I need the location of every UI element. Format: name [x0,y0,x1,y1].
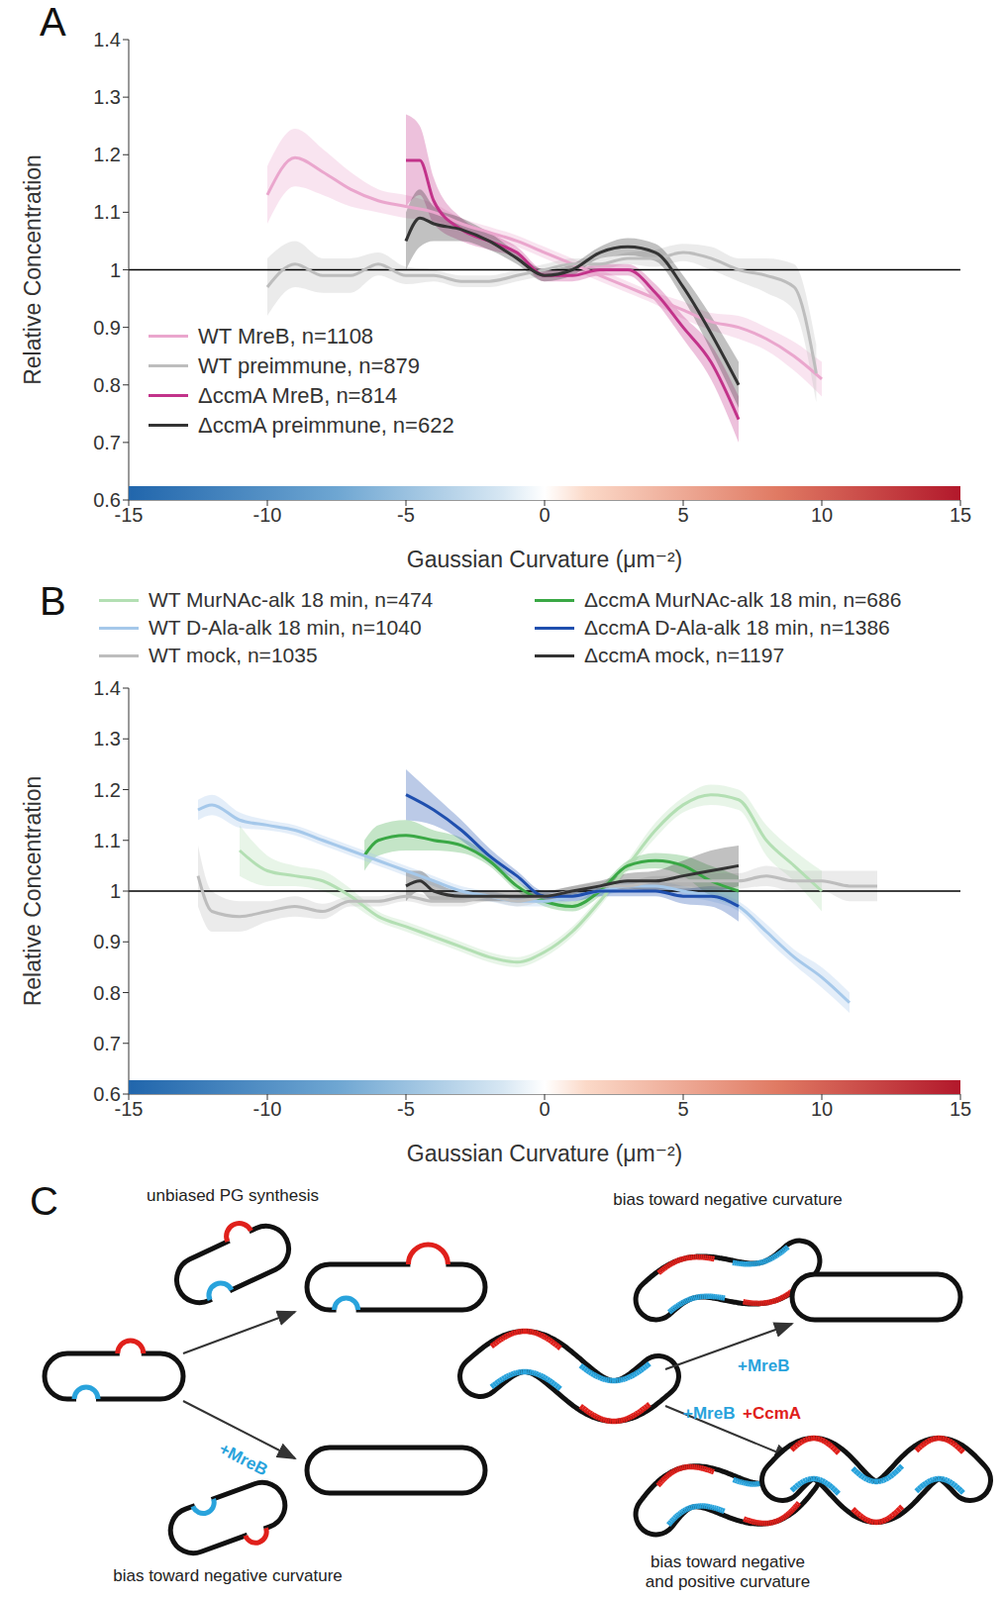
html-text:WT MreB, n=1108: WT MreB, n=1108 [198,323,374,349]
svg-text:0.8: 0.8 [93,374,121,397]
svg-text:1.3: 1.3 [93,727,121,750]
svg-text:1: 1 [109,259,121,282]
html-text:ΔccmA MurNAc-alk 18 min, n=686: ΔccmA MurNAc-alk 18 min, n=686 [584,588,902,611]
html-text:WT D-Ala-alk 18 min, n=1040: WT D-Ala-alk 18 min, n=1040 [148,615,422,639]
svg-text:+CcmA: +CcmA [742,1404,802,1423]
svg-text:0.9: 0.9 [93,930,121,953]
html-text:WT mock, n=1035: WT mock, n=1035 [148,643,318,667]
svg-text:unbiased PG synthesis: unbiased PG synthesis [146,1186,319,1205]
svg-text:0.8: 0.8 [93,982,121,1004]
html-text:WT MurNAc-alk 18 min, n=474: WT MurNAc-alk 18 min, n=474 [148,588,433,611]
html-text:B: B [39,579,67,623]
svg-text:-10: -10 [253,503,283,526]
svg-text:-15: -15 [114,504,144,526]
svg-text:-5: -5 [397,1098,415,1120]
svg-text:-5: -5 [397,503,415,526]
svg-text:0.7: 0.7 [93,1032,121,1055]
svg-text:1.4: 1.4 [93,28,121,51]
svg-text:0.7: 0.7 [93,431,121,454]
svg-text:10: 10 [810,503,833,526]
svg-text:+MreB: +MreB [737,1356,790,1376]
svg-text:1.2: 1.2 [93,143,121,166]
svg-text:-10: -10 [253,1098,283,1120]
svg-text:C: C [29,1179,59,1223]
svg-text:10: 10 [810,1098,833,1120]
svg-text:5: 5 [677,503,689,526]
svg-text:+MreB: +MreB [683,1404,735,1423]
html-text:WT preimmune, n=879: WT preimmune, n=879 [198,353,420,379]
svg-text:0.6: 0.6 [93,489,121,511]
html-text:A: A [39,0,67,44]
svg-text:0.6: 0.6 [93,1083,121,1105]
svg-text:1.1: 1.1 [93,200,121,223]
svg-text:bias toward negative curvature: bias toward negative curvature [112,1566,343,1586]
svg-text:Relative Concentration: Relative Concentration [19,154,46,386]
svg-text:1.4: 1.4 [93,677,121,700]
svg-text:1.3: 1.3 [93,86,121,108]
svg-text:bias toward negative curvature: bias toward negative curvature [612,1190,843,1209]
svg-text:and positive curvature: and positive curvature [645,1572,810,1592]
html-text:ΔccmA D-Ala-alk 18 min, n=1386: ΔccmA D-Ala-alk 18 min, n=1386 [584,615,890,639]
html-text:ΔccmA preimmune, n=622: ΔccmA preimmune, n=622 [198,412,455,438]
svg-text:1.2: 1.2 [93,779,121,802]
svg-text:+MreB: +MreB [215,1439,271,1481]
svg-text:Gaussian Curvature (μm⁻²): Gaussian Curvature (μm⁻²) [406,546,683,573]
svg-text:Relative Concentration: Relative Concentration [19,776,46,1007]
svg-text:5: 5 [677,1098,689,1120]
svg-text:bias toward negative: bias toward negative [650,1552,805,1572]
html-text:ΔccmA mock, n=1197: ΔccmA mock, n=1197 [584,643,785,667]
svg-text:0.9: 0.9 [93,316,121,339]
svg-text:1.1: 1.1 [93,829,121,852]
svg-text:0: 0 [538,1098,550,1120]
svg-text:Gaussian Curvature (μm⁻²): Gaussian Curvature (μm⁻²) [406,1140,683,1167]
svg-text:-15: -15 [114,1098,144,1121]
svg-text:1: 1 [109,880,121,903]
html-text:ΔccmA MreB, n=814: ΔccmA MreB, n=814 [198,382,398,408]
svg-text:15: 15 [949,1098,972,1120]
svg-text:0: 0 [538,503,550,526]
svg-text:15: 15 [949,503,972,526]
